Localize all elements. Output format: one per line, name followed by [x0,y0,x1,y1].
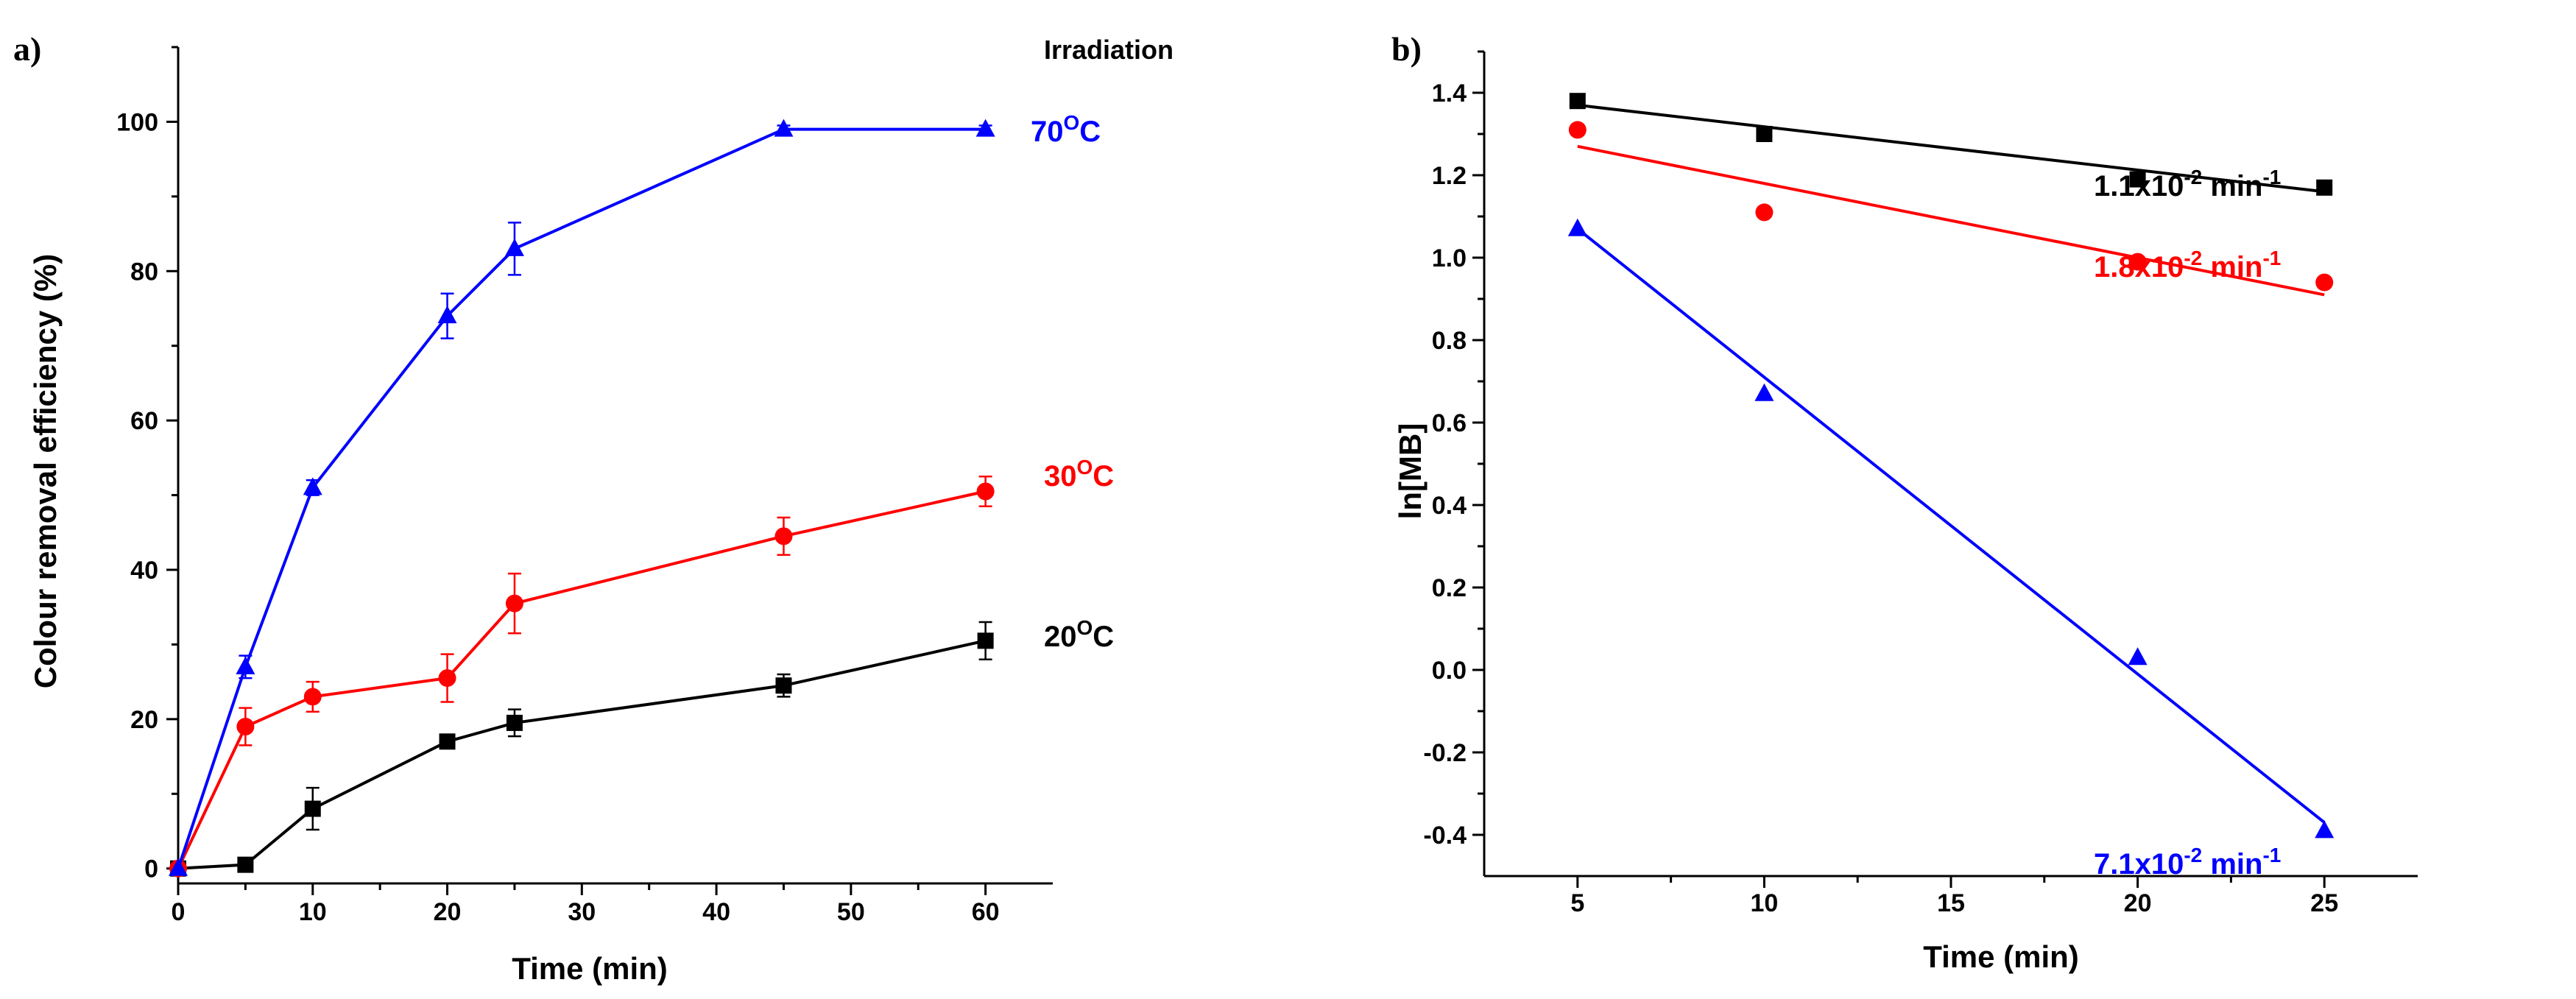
panel-a-x-tick-label: 60 [972,898,1000,926]
panel-b-y-tick-label: 0.4 [1432,492,1467,520]
data-point [774,527,793,546]
panel-b-label: b) [1391,30,1422,68]
data-point [304,800,321,817]
panel-b-y-tick-label: 0.6 [1432,409,1467,437]
panel-b-y-axis-title: ln[MB] [1393,423,1428,520]
series-label: 1.1x10-2 min-1 [2094,166,2281,202]
panel-b-y-tick-label: 1.4 [1432,80,1467,107]
data-point [236,718,255,735]
data-point [303,477,322,495]
panel-b-series-2: 1.8x10-2 min-1 [1568,121,2334,297]
series-label: 1.8x10-2 min-1 [2094,247,2281,283]
data-point [1569,93,1586,110]
data-point [237,856,254,873]
series-line [177,127,986,869]
data-point [975,119,995,137]
chart-panel-a: a) Irradiation Time (min) Colour removal… [13,30,1174,986]
data-point [977,632,994,649]
panel-a-x-tick-label: 0 [172,898,186,926]
panel-b-series-3: 7.1x10-2 min-1 [1567,218,2335,880]
series-label: 30OC [1044,456,1114,493]
panel-a-x-tick-label: 20 [434,898,462,926]
panel-b-y-tick-label: -0.4 [1423,822,1467,850]
panel-a-y-tick-label: 80 [130,258,158,286]
data-point [438,669,456,688]
data-point [303,688,322,706]
panel-b-x-tick-label: 15 [1937,889,1965,917]
data-point [506,714,523,731]
panel-a-x-tick-label: 30 [568,898,596,926]
data-point [1567,218,1587,236]
panel-b-x-tick-label: 5 [1570,889,1584,917]
panel-b-y-tick-label: 0.0 [1432,657,1467,685]
data-point [169,858,188,876]
data-point [2128,647,2148,666]
panel-b-y-tick-label: 1.0 [1432,244,1467,272]
data-point [2316,179,2333,196]
fit-line [1577,144,2325,297]
data-point [1756,126,1773,142]
data-point [236,656,255,674]
panel-a-series-1: 20OC [170,616,1114,877]
series-label: 20OC [1044,616,1114,653]
series-label: 70OC [1031,111,1101,148]
data-point [1754,383,1774,401]
panel-a-y-tick-label: 20 [130,706,158,734]
data-point [2315,273,2334,292]
panel-a-series-3: 70OC [169,111,1101,876]
panel-a-series-2: 30OC [169,456,1114,878]
series-label: 7.1x10-2 min-1 [2094,844,2281,880]
panel-b-y-tick-label: 1.2 [1432,162,1467,190]
data-point [976,482,995,501]
series-line [177,490,987,869]
panel-b-series-1: 1.1x10-2 min-1 [1569,93,2333,202]
panel-b-y-tick-label: 0.8 [1432,327,1467,355]
panel-b-x-axis-title: Time (min) [1923,939,2079,974]
fit-line [1577,103,2325,194]
series-line [177,639,987,870]
panel-b-y-tick-label: -0.2 [1423,739,1467,767]
data-point [504,238,524,256]
panel-a-x-axis-title: Time (min) [512,951,668,986]
panel-a-x-tick-label: 50 [837,898,865,926]
panel-b-x-tick-label: 10 [1750,889,1778,917]
data-point [2128,253,2147,271]
data-point [774,119,794,137]
panel-b-y-tick-label: 0.2 [1432,574,1467,602]
data-point [2315,820,2335,839]
data-point [2129,171,2146,188]
data-point [1568,121,1587,139]
data-point [437,306,457,324]
panel-a-y-tick-label: 40 [130,557,158,585]
irradiation-annotation: Irradiation [1044,35,1174,65]
data-point [775,677,792,694]
panel-a-label: a) [13,30,41,68]
chart-panel-b: b) Time (min) ln[MB] 5 10 15 20 25 -0.4 -0.2 0.… [1391,30,2418,974]
data-point [1755,203,1774,222]
panel-a-y-tick-label: 100 [116,108,158,136]
panel-a-y-axis-title: Colour removal efficiency (%) [28,254,63,688]
data-point [505,594,523,613]
panel-b-x-tick-label: 25 [2310,889,2338,917]
fit-line [1576,227,2326,824]
data-point [439,733,456,750]
panel-a-y-tick-label: 0 [144,855,158,883]
panel-a-y-tick-label: 60 [130,407,158,435]
panel-b-x-tick-label: 20 [2124,889,2152,917]
panel-a-x-tick-label: 40 [702,898,730,926]
panel-a-x-tick-label: 10 [299,898,327,926]
